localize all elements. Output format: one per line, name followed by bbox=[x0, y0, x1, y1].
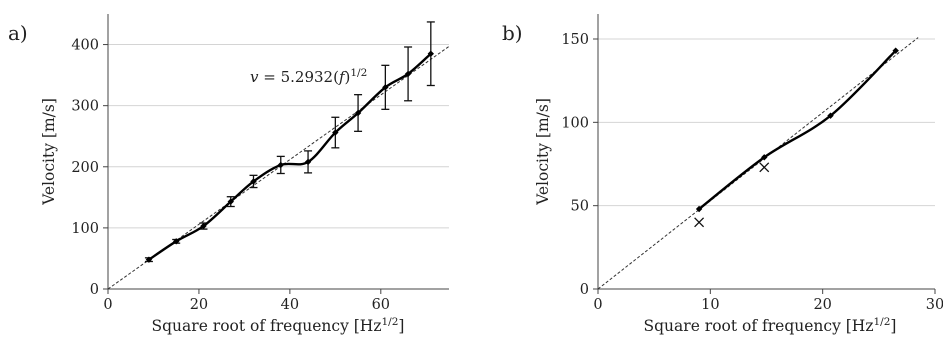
cross-stroke-b bbox=[694, 217, 705, 228]
x-tick-label-1-0: 0 bbox=[103, 297, 112, 313]
y-tick-label-2-3: 150 bbox=[561, 32, 589, 48]
data-point-2-0 bbox=[695, 205, 703, 213]
y-tick-label-1-1: 100 bbox=[71, 221, 99, 237]
data-point-2-3 bbox=[892, 47, 899, 54]
data-point-1-0 bbox=[145, 256, 153, 263]
x-tick-label-2-1: 10 bbox=[701, 297, 719, 313]
y-axis-title-1: Velocity [m/s] bbox=[40, 98, 58, 206]
data-point-1-5 bbox=[277, 161, 284, 169]
data-point-1-3 bbox=[227, 198, 234, 205]
data-point-1-10 bbox=[404, 70, 412, 78]
data-point-1-9 bbox=[382, 84, 389, 91]
x-tick-label-2-3: 30 bbox=[926, 297, 943, 313]
y-tick-label-1-0: 0 bbox=[90, 282, 99, 298]
series-line-2 bbox=[698, 49, 897, 210]
x-tick-label-1-2: 40 bbox=[281, 297, 299, 313]
series-line-1 bbox=[148, 52, 432, 261]
y-tick-label-1-2: 200 bbox=[71, 160, 99, 176]
panel-label-1: a) bbox=[8, 21, 28, 45]
chart-panel-1: 0 100 200 300 400 0 20 40 60 a) Velocity [m/s] Squa… bbox=[8, 14, 450, 335]
data-point-2-1 bbox=[761, 154, 768, 161]
x-axis-title-1: Square root of frequency [Hz1/2] bbox=[152, 316, 405, 335]
data-point-1-7 bbox=[332, 129, 339, 136]
y-tick-label-2-1: 50 bbox=[571, 199, 589, 215]
data-point-2-2 bbox=[827, 112, 834, 119]
y-tick-label-1-3: 300 bbox=[71, 99, 99, 115]
x-tick-label-1-3: 60 bbox=[372, 297, 390, 313]
cross-stroke-b bbox=[759, 162, 770, 173]
data-point-1-1 bbox=[173, 238, 180, 245]
y-tick-label-2-0: 0 bbox=[580, 282, 589, 298]
y-axis-title-2: Velocity [m/s] bbox=[534, 98, 552, 206]
data-point-1-2 bbox=[200, 222, 207, 230]
x-tick-label-2-0: 0 bbox=[593, 297, 602, 313]
x-tick-label-2-2: 20 bbox=[813, 297, 831, 313]
data-point-1-11 bbox=[427, 50, 435, 57]
data-point-1-4 bbox=[250, 178, 257, 185]
y-tick-label-2-2: 100 bbox=[561, 115, 589, 131]
y-tick-label-1-4: 400 bbox=[71, 38, 99, 54]
chart-panel-2: 0 50 100 150 0 10 20 30 b) Velocity [m/s] Square r… bbox=[502, 14, 943, 335]
x-axis-title-2: Square root of frequency [Hz1/2] bbox=[644, 316, 897, 335]
cross-marker-2-0 bbox=[694, 217, 705, 228]
cross-marker-2-1 bbox=[759, 162, 770, 173]
data-point-1-8 bbox=[354, 109, 362, 117]
fit-line-2 bbox=[597, 37, 919, 290]
x-tick-label-1-1: 20 bbox=[190, 297, 208, 313]
panel-label-2: b) bbox=[502, 21, 523, 45]
data-point-1-6 bbox=[304, 158, 312, 166]
fit-equation-label: v = 5.2932(f)1/2 bbox=[250, 67, 367, 86]
